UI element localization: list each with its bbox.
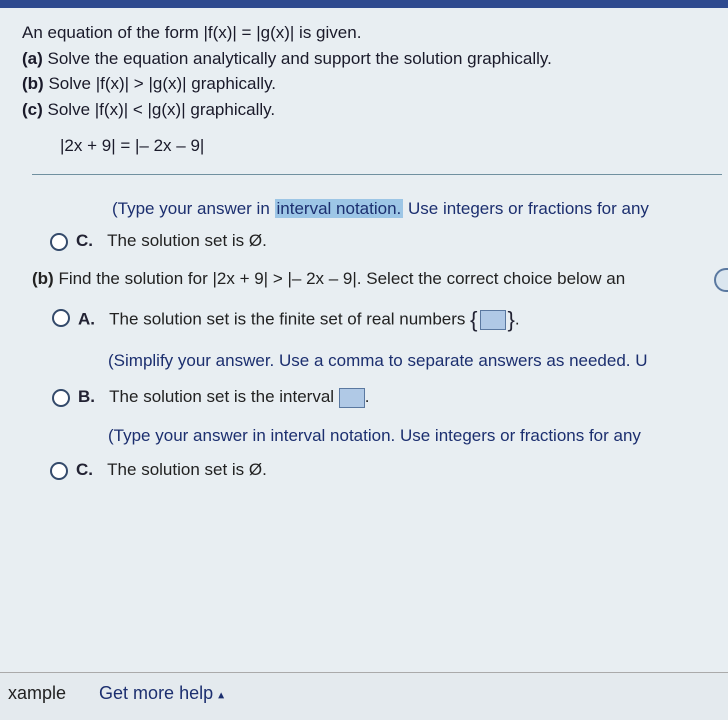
- choice-b2-block: B. The solution set is the interval . (T…: [52, 387, 728, 446]
- answer-hint: (Type your answer in interval notation. …: [112, 199, 728, 219]
- brace-input: { }: [470, 307, 515, 333]
- choice-a2-hint: (Simplify your answer. Use a comma to se…: [108, 351, 728, 371]
- caret-up-icon: ▴: [218, 687, 224, 701]
- choice-c-letter: C.: [76, 231, 93, 250]
- hint-highlight: interval notation.: [275, 199, 404, 218]
- answer-input-b2[interactable]: [339, 388, 365, 408]
- part-b-q-eq: |2x + 9| > |– 2x – 9|: [212, 269, 356, 288]
- radio-c[interactable]: [50, 233, 68, 251]
- part-b-q-text2: . Select the correct choice below an: [357, 269, 625, 288]
- part-c-text-1: Solve: [43, 100, 95, 119]
- part-c-eq: |f(x)| < |g(x)|: [95, 100, 186, 119]
- radio-b2[interactable]: [52, 389, 70, 407]
- part-b-question: (b) Find the solution for |2x + 9| > |– …: [32, 269, 728, 289]
- choice-a2-block: A. The solution set is the finite set of…: [52, 307, 728, 371]
- choice-b2-text2: .: [365, 387, 370, 406]
- part-b-q-text1: Find the solution for: [54, 269, 213, 288]
- part-c-text-2: graphically.: [186, 100, 275, 119]
- part-b-text-2: graphically.: [187, 74, 276, 93]
- part-c-label: (c): [22, 100, 43, 119]
- question-content: An equation of the form |f(x)| = |g(x)| …: [0, 8, 728, 480]
- choice-b2-hint: (Type your answer in interval notation. …: [108, 426, 728, 446]
- choice-c2-letter: C.: [76, 460, 93, 479]
- part-b-text-1: Solve: [44, 74, 96, 93]
- choice-c2[interactable]: C. The solution set is Ø.: [50, 460, 728, 480]
- get-help-link[interactable]: Get more help ▴: [99, 683, 224, 703]
- right-brace-icon: }: [508, 307, 515, 333]
- choice-c[interactable]: C. The solution set is Ø.: [50, 231, 728, 251]
- hint-pre: (Type your answer in: [112, 199, 275, 218]
- divider-line: [32, 174, 722, 175]
- radio-c2[interactable]: [50, 462, 68, 480]
- left-brace-icon: {: [470, 307, 477, 333]
- part-b-q-label: (b): [32, 269, 54, 288]
- get-help-label: Get more help: [99, 683, 213, 703]
- part-a-label: (a): [22, 49, 43, 68]
- radio-a2[interactable]: [52, 309, 70, 327]
- choice-b2[interactable]: B. The solution set is the interval .: [52, 387, 728, 408]
- given-equation: |2x + 9| = |– 2x – 9|: [60, 136, 728, 156]
- choice-b2-text1: The solution set is the interval: [109, 387, 339, 406]
- choice-b2-letter: B.: [78, 387, 95, 406]
- prompt-intro-2: is given.: [294, 23, 361, 42]
- answer-input-a2[interactable]: [480, 310, 506, 330]
- choice-c-text: The solution set is Ø.: [107, 231, 267, 250]
- choice-a2[interactable]: A. The solution set is the finite set of…: [52, 307, 728, 333]
- choice-c2-text: The solution set is Ø.: [107, 460, 267, 479]
- prompt-intro-eq: |f(x)| = |g(x)|: [203, 23, 294, 42]
- choice-a2-letter: A.: [78, 309, 95, 328]
- part-b-label: (b): [22, 74, 44, 93]
- choice-a2-text: The solution set is the finite set of re…: [109, 309, 470, 328]
- part-a-text: Solve the equation analytically and supp…: [43, 49, 552, 68]
- part-b-eq: |f(x)| > |g(x)|: [96, 74, 187, 93]
- hint-post: Use integers or fractions for any: [403, 199, 649, 218]
- window-topbar: [0, 0, 728, 8]
- example-link[interactable]: xample: [8, 683, 66, 703]
- prompt-intro-1: An equation of the form: [22, 23, 203, 42]
- bottom-toolbar: xample Get more help ▴: [0, 672, 728, 720]
- question-prompt: An equation of the form |f(x)| = |g(x)| …: [22, 20, 728, 122]
